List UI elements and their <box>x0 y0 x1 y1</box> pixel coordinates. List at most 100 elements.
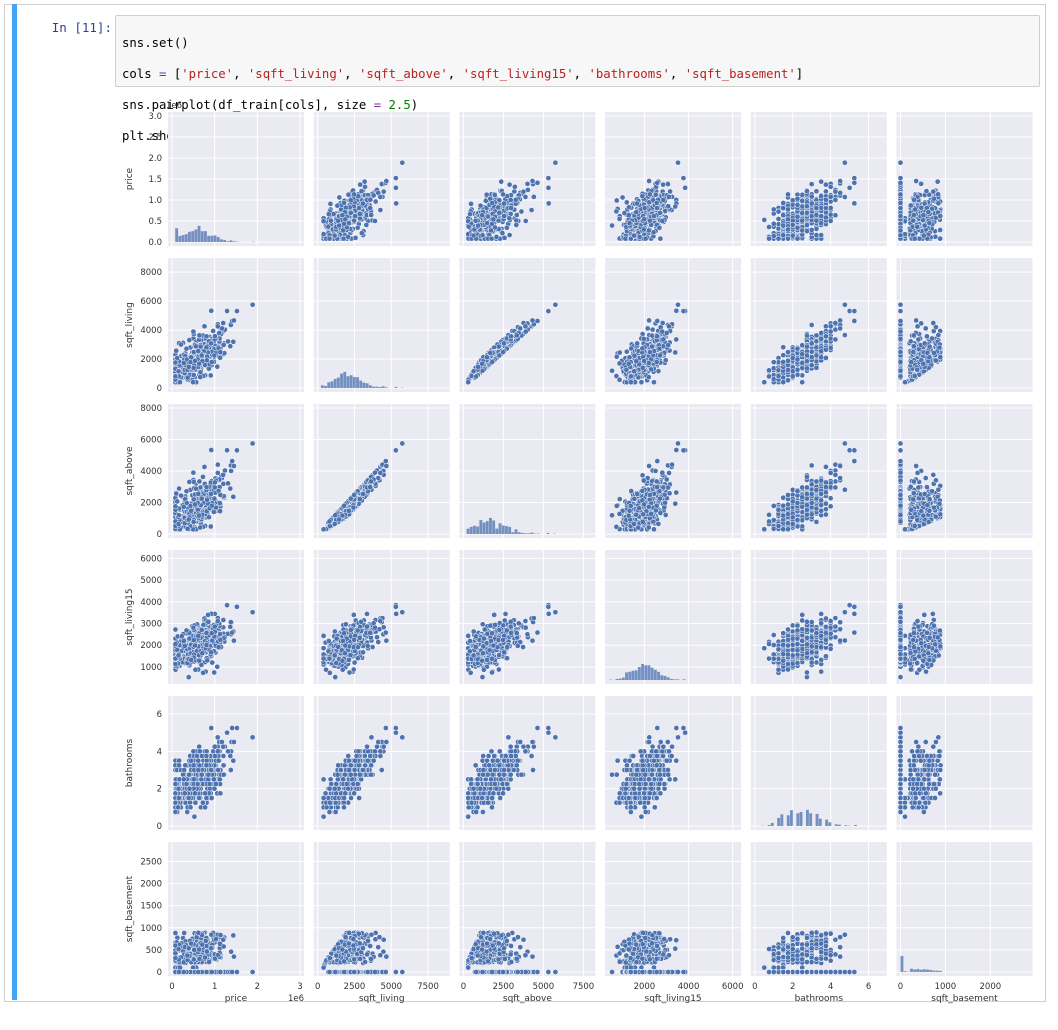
scatter-point <box>501 201 506 206</box>
panel-price-vs-sqft_basement <box>897 112 1033 246</box>
scatter-point <box>496 218 501 223</box>
scatter-point <box>215 470 220 475</box>
scatter-point <box>359 189 364 194</box>
hist-bar-sqft_living <box>356 377 359 388</box>
scatter-point <box>800 380 805 385</box>
scatter-point <box>828 218 833 223</box>
scatter-point <box>823 189 828 194</box>
hist-bar-price <box>230 240 233 242</box>
scatter-point <box>521 189 526 194</box>
scatter-point <box>196 349 201 354</box>
scatter-point <box>681 175 686 180</box>
scatter-point <box>184 489 189 494</box>
scatter-point <box>922 223 927 228</box>
scatter-point <box>654 359 659 364</box>
scatter-point <box>937 345 942 350</box>
scatter-point <box>175 499 180 504</box>
scatter-point <box>641 227 646 232</box>
scatter-point <box>623 236 628 241</box>
code-line-2: cols = ['price', 'sqft_living', 'sqft_ab… <box>122 67 1033 83</box>
scatter-point <box>326 224 331 229</box>
scatter-point <box>795 236 800 241</box>
hist-bar-sqft_living <box>343 372 346 388</box>
scatter-point <box>657 225 662 230</box>
scatter-point <box>927 344 932 349</box>
scatter-point <box>384 178 389 183</box>
scatter-point <box>898 180 903 185</box>
scatter-point <box>176 513 181 518</box>
scatter-point <box>771 233 776 238</box>
scatter-point <box>631 369 636 374</box>
panel-sqft_above-vs-price <box>168 404 304 538</box>
scatter-point <box>795 214 800 219</box>
scatter-point <box>378 207 383 212</box>
scatter-point <box>823 324 828 329</box>
scatter-point <box>173 374 178 379</box>
scatter-point <box>814 232 819 237</box>
hist-bar-sqft_living <box>359 381 362 388</box>
scatter-point <box>819 179 824 184</box>
scatter-point <box>497 198 502 203</box>
scatter-point <box>842 302 847 307</box>
scatter-point <box>823 197 828 202</box>
scatter-point <box>471 369 476 374</box>
scatter-point <box>833 327 838 332</box>
panel-sqft_living-vs-sqft_living <box>314 258 450 392</box>
scatter-point <box>209 359 214 364</box>
scatter-point <box>348 198 353 203</box>
scatter-point <box>645 326 650 331</box>
scatter-point <box>198 370 203 375</box>
scatter-point <box>529 207 534 212</box>
scatter-point <box>224 308 229 313</box>
scatter-point <box>800 198 805 203</box>
scatter-point <box>466 224 471 229</box>
scatter-point <box>790 369 795 374</box>
hist-bar-price <box>185 234 188 242</box>
scatter-point <box>189 508 194 513</box>
scatter-point <box>828 205 833 210</box>
scatter-point <box>186 364 191 369</box>
scatter-point <box>198 374 203 379</box>
hist-bar-sqft_living <box>321 385 324 388</box>
scatter-point <box>500 231 505 236</box>
scatter-point <box>766 374 771 379</box>
scatter-point <box>781 345 786 350</box>
scatter-point <box>847 308 852 313</box>
scatter-point <box>204 345 209 350</box>
scatter-point <box>833 320 838 325</box>
scatter-point <box>217 330 222 335</box>
scatter-point <box>920 218 925 223</box>
scatter-point <box>814 218 819 223</box>
scatter-point <box>804 333 809 338</box>
hist-bar-price <box>207 236 210 242</box>
scatter-point <box>484 355 489 360</box>
scatter-point <box>795 196 800 201</box>
scatter-point <box>640 194 645 199</box>
scatter-point <box>833 213 838 218</box>
scatter-point <box>852 201 857 206</box>
scatter-point <box>785 217 790 222</box>
scatter-point <box>673 204 678 209</box>
scatter-point <box>661 182 666 187</box>
scatter-point <box>898 160 903 165</box>
code-editor[interactable]: sns.set() cols = ['price', 'sqft_living'… <box>115 15 1040 87</box>
scatter-point <box>766 236 771 241</box>
hist-bar-sqft_living <box>353 377 356 388</box>
scatter-point <box>217 355 222 360</box>
scatter-point <box>674 337 679 342</box>
scatter-point <box>631 233 636 238</box>
scatter-point <box>337 195 342 200</box>
scatter-point <box>833 189 838 194</box>
scatter-point <box>212 480 217 485</box>
scatter-point <box>828 212 833 217</box>
scatter-point <box>628 380 633 385</box>
scatter-point <box>921 213 926 218</box>
scatter-point <box>936 201 941 206</box>
scatter-point <box>915 367 920 372</box>
scatter-point <box>898 318 903 323</box>
scatter-point <box>804 353 809 358</box>
scatter-point <box>191 329 196 334</box>
scatter-point <box>649 367 654 372</box>
scatter-point <box>828 329 833 334</box>
scatter-point <box>828 184 833 189</box>
